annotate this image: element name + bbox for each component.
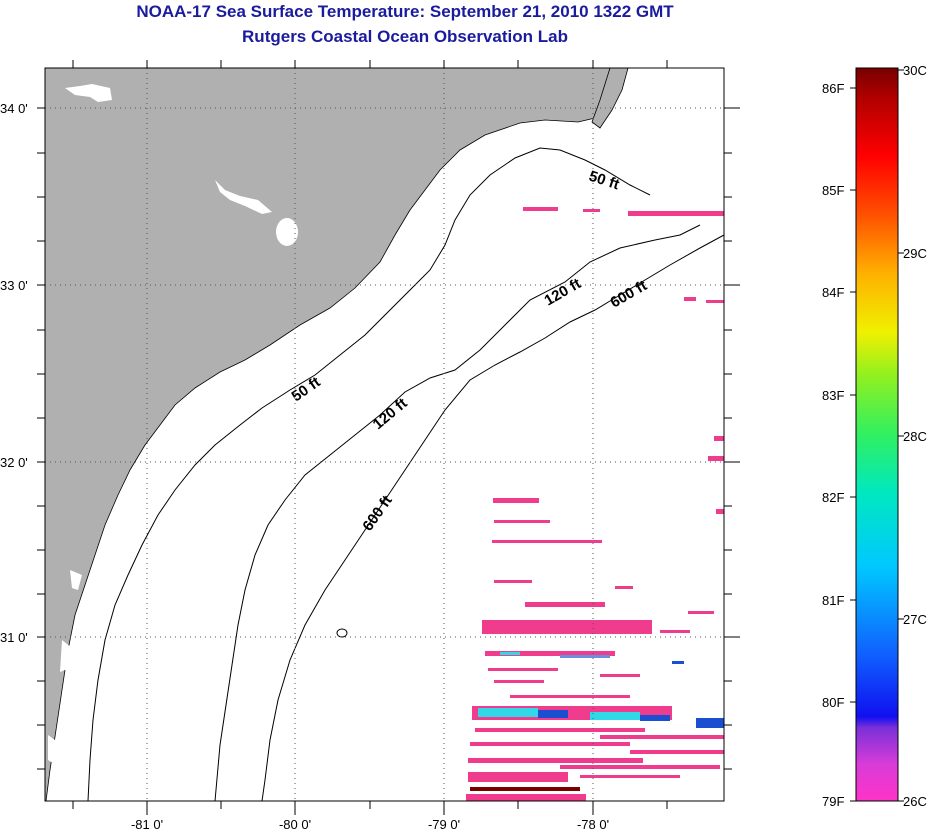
lat-label-32: 32 0'	[0, 455, 28, 470]
colorbar-f-79: 79F	[822, 794, 844, 809]
colorbar-f-82: 82F	[822, 490, 844, 505]
bathymetry-contours	[87, 147, 724, 801]
contour-seamount	[336, 628, 348, 638]
colorbar-f-83: 83F	[822, 388, 844, 403]
colorbar-c-27: 27C	[903, 612, 927, 627]
lon-label-80: -80 0'	[279, 817, 311, 832]
land-northeast	[591, 68, 629, 129]
colorbar-f-84: 84F	[822, 285, 844, 300]
map-frame	[44, 67, 725, 802]
colorbar-f-81: 81F	[822, 593, 844, 608]
colorbar: 86F 85F 84F 83F 82F 81F 80F 79F 30C 29C …	[822, 63, 927, 809]
colorbar-c-26: 26C	[903, 794, 927, 809]
axis-ticks	[37, 60, 740, 815]
lake-patch	[65, 84, 112, 102]
cloud-patch	[48, 570, 82, 765]
lat-label-31: 31 0'	[0, 630, 28, 645]
lake-patch	[276, 218, 298, 246]
colorbar-f-80: 80F	[822, 695, 844, 710]
lake-patch	[215, 180, 272, 214]
lat-label-34: 34 0'	[0, 101, 28, 116]
contour-120ft	[214, 224, 701, 801]
contour-600ft	[261, 234, 724, 801]
lon-label-78: -78 0'	[577, 817, 609, 832]
colorbar-f-85: 85F	[822, 183, 844, 198]
map-title: NOAA-17 Sea Surface Temperature: Septemb…	[136, 2, 674, 21]
colorbar-c-30: 30C	[903, 63, 927, 78]
graticule	[45, 68, 724, 801]
colorbar-c-29: 29C	[903, 246, 927, 261]
colorbar-c-28: 28C	[903, 429, 927, 444]
colorbar-gradient	[855, 67, 899, 802]
map-subtitle: Rutgers Coastal Ocean Observation Lab	[242, 27, 568, 46]
lat-label-33: 33 0'	[0, 278, 28, 293]
colorbar-f-86: 86F	[822, 81, 844, 96]
lon-label-79: -79 0'	[428, 817, 460, 832]
sst-pixels	[466, 207, 724, 801]
contour-50ft	[87, 147, 651, 801]
lon-label-81: -81 0'	[131, 817, 163, 832]
